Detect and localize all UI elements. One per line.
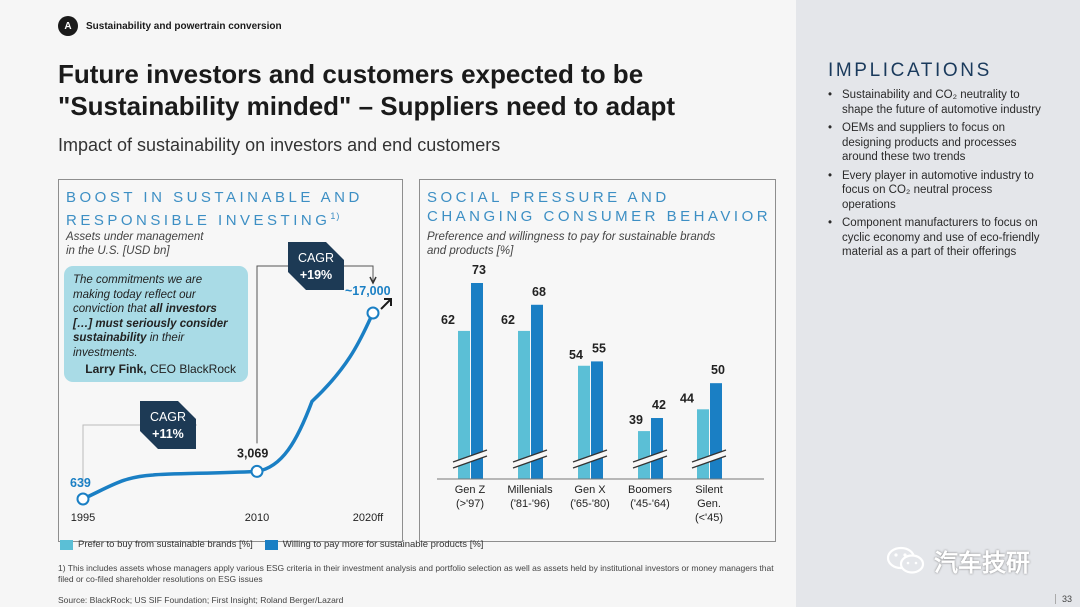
bar-value-label: 73 xyxy=(472,263,486,277)
page-title: Future investors and customers expected … xyxy=(58,59,675,121)
investing-sub-line2: in the U.S. [USD bn] xyxy=(66,245,170,257)
quote-text-emphasis: all investors […] must seriously conside… xyxy=(73,303,228,344)
page-number: 33 xyxy=(1054,594,1072,604)
category-label: ('45-'64) xyxy=(630,498,670,510)
axis-break-icon xyxy=(452,449,488,469)
implication-item: Sustainability and CO₂ neutrality to sha… xyxy=(826,88,1046,117)
implication-item: Component manufacturers to focus on cycl… xyxy=(826,216,1046,260)
cagr-label: CAGR xyxy=(298,251,334,265)
investing-sub-line1: Assets under management xyxy=(66,231,204,243)
bar-value-label: 50 xyxy=(711,363,725,377)
x-tick-label: 2020ff xyxy=(353,512,384,524)
category-label: ('65-'80) xyxy=(570,498,610,510)
legend-item-prefer: Prefer to buy from sustainable brands [%… xyxy=(60,539,253,550)
section-label: Sustainability and powertrain conversion xyxy=(86,20,282,32)
x-tick-label: 2010 xyxy=(245,512,269,524)
category-label: Gen. xyxy=(697,498,721,510)
wechat-icon xyxy=(886,546,925,574)
bar-willing xyxy=(531,304,543,479)
category-label: Gen Z xyxy=(455,484,486,496)
consumer-sub-line1: Preference and willingness to pay for su… xyxy=(427,231,716,243)
quote-text-part1: The commitments we are making today refl… xyxy=(73,274,203,315)
category-label: Boomers xyxy=(628,484,673,496)
legend-item-willing: Willing to pay more for sustainable prod… xyxy=(264,539,484,550)
category-label: (<'45) xyxy=(695,512,723,524)
investing-panel-title: BOOST IN SUSTAINABLE AND RESPONSIBLE INV… xyxy=(66,188,363,230)
bar-prefer xyxy=(697,409,709,479)
legend-swatch-willing xyxy=(264,539,278,550)
legend-label-willing: Willing to pay more for sustainable prod… xyxy=(282,539,484,550)
category-label: Gen X xyxy=(574,484,606,496)
section-badge: A xyxy=(58,16,78,36)
cagr-value: +11% xyxy=(152,427,184,441)
bar-willing xyxy=(710,383,722,479)
bar-value-label: 42 xyxy=(652,398,666,412)
page-subtitle: Impact of sustainability on investors an… xyxy=(58,135,501,155)
consumer-panel-subtitle: Preference and willingness to pay for su… xyxy=(427,230,715,258)
growth-arrow-icon xyxy=(380,298,392,310)
consumer-title-line2: CHANGING CONSUMER BEHAVIOR xyxy=(427,208,772,225)
bar-prefer xyxy=(518,330,530,479)
quote-author-name: Larry Fink, xyxy=(85,361,147,376)
investing-title-line1: BOOST IN SUSTAINABLE AND xyxy=(66,189,363,206)
axis-break-icon xyxy=(691,449,727,469)
down-arrow-icon xyxy=(369,276,377,285)
investing-title-footnote-mark: 1) xyxy=(330,211,341,221)
watermark: 汽车技研 xyxy=(886,543,1030,578)
aum-data-label: 639 xyxy=(70,476,91,490)
bar-prefer xyxy=(578,365,590,479)
category-label: ('81-'96) xyxy=(510,498,550,510)
aum-data-point xyxy=(250,464,264,478)
quote-text-part3: in their investments. xyxy=(73,332,185,359)
investing-title-line2: RESPONSIBLE INVESTING xyxy=(66,212,331,229)
legend-swatch-prefer xyxy=(60,539,73,550)
cagr-value: +19% xyxy=(300,268,332,282)
bar-value-label: 62 xyxy=(441,313,455,327)
implications-title: IMPLICATIONS xyxy=(828,60,992,81)
bar-prefer xyxy=(638,431,650,479)
bar-willing xyxy=(591,361,603,479)
category-label: (>'97) xyxy=(456,498,484,510)
consumer-bar-chart: 62 73 62 68 54 55 39 42 44 50 Gen Z (>'97) Millenia… xyxy=(437,263,764,524)
cagr-badge-1995-2010: CAGR +11% xyxy=(140,401,196,449)
implication-item: OEMs and suppliers to focus on designing… xyxy=(826,121,1046,165)
implications-list: Sustainability and CO₂ neutrality to sha… xyxy=(826,88,1046,264)
axis-break-icon xyxy=(572,449,608,469)
x-tick-label: 1995 xyxy=(71,512,95,524)
bar-value-label: 68 xyxy=(532,285,546,299)
quote-author: Larry Fink, CEO BlackRock xyxy=(64,362,236,377)
aum-data-point xyxy=(76,492,90,506)
bar-willing xyxy=(471,283,483,479)
aum-data-point xyxy=(366,306,380,320)
cagr-badge-2010-2020: CAGR +19% xyxy=(288,242,344,290)
bar-willing xyxy=(651,418,663,479)
bar-value-label: 62 xyxy=(501,313,515,327)
legend-label-prefer: Prefer to buy from sustainable brands [%… xyxy=(78,539,253,550)
implication-item: Every player in automotive industry to f… xyxy=(826,169,1046,213)
bar-value-label: 39 xyxy=(629,413,643,427)
watermark-text: 汽车技研 xyxy=(934,550,1030,577)
section-tag: A Sustainability and powertrain conversi… xyxy=(58,16,282,36)
aum-data-label: 3,069 xyxy=(237,446,268,460)
bar-value-label: 54 xyxy=(569,348,583,362)
axis-break-icon xyxy=(512,449,548,469)
cagr-label: CAGR xyxy=(150,410,186,424)
source-note: Source: BlackRock; US SIF Foundation; Fi… xyxy=(58,595,344,605)
investing-panel-subtitle: Assets under management in the U.S. [USD… xyxy=(66,230,203,258)
bar-value-label: 55 xyxy=(592,341,606,355)
consumer-sub-line2: and products [%] xyxy=(427,245,514,257)
consumer-panel-title: SOCIAL PRESSURE AND CHANGING CONSUMER BE… xyxy=(427,188,771,226)
quote-author-role: CEO BlackRock xyxy=(146,361,236,376)
aum-data-label: ~17,000 xyxy=(345,284,391,298)
axis-break-icon xyxy=(632,449,668,469)
consumer-title-line1: SOCIAL PRESSURE AND xyxy=(427,189,670,206)
bar-value-label: 44 xyxy=(680,391,694,405)
bar-prefer xyxy=(458,330,470,479)
category-label: Millenials xyxy=(507,484,553,496)
footnote: 1) This includes assets whose managers a… xyxy=(58,563,774,584)
chart-legend: Prefer to buy from sustainable brands [%… xyxy=(60,539,483,550)
quote-bubble: The commitments we are making today refl… xyxy=(64,266,248,382)
category-label: Silent xyxy=(695,484,723,496)
